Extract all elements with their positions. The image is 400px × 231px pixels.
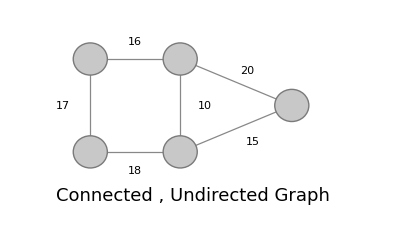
Text: 16: 16 [128,37,142,47]
Ellipse shape [163,136,197,168]
Ellipse shape [163,44,197,76]
Text: Connected , Undirected Graph: Connected , Undirected Graph [56,186,330,204]
Ellipse shape [73,136,107,168]
Text: 17: 17 [55,101,70,111]
Text: 15: 15 [246,137,260,146]
Ellipse shape [275,90,309,122]
Text: 10: 10 [198,101,212,111]
Text: 18: 18 [128,165,142,175]
Text: 20: 20 [240,65,254,75]
Ellipse shape [73,44,107,76]
